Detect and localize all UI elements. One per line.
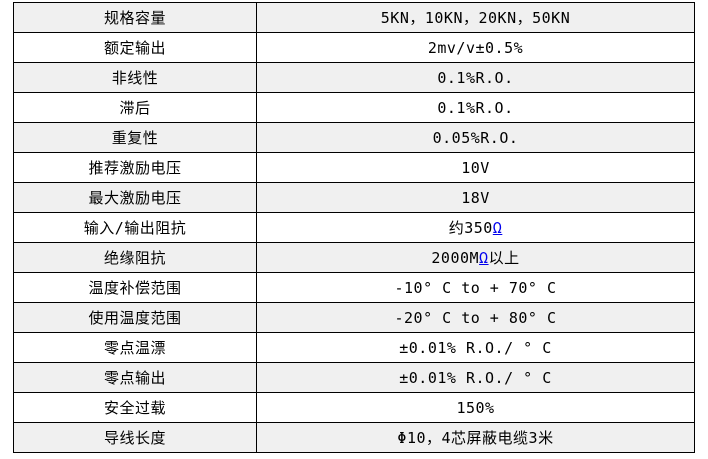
spec-parameter-value: 0.1%R.O. (256, 62, 695, 93)
spec-parameter-value: 150% (256, 392, 695, 423)
spec-parameter-label: 非线性 (13, 62, 257, 93)
ohm-symbol-link[interactable]: Ω (479, 249, 489, 267)
spec-table-body: 规格容量 5KN，10KN，20KN，50KN 额定输出 2mv/v±0.5% 非线性 0… (13, 2, 695, 453)
spec-parameter-value: 约350Ω (256, 212, 695, 243)
table-row: 最大激励电压 18V (13, 182, 695, 213)
spec-parameter-label: 零点温漂 (13, 332, 257, 363)
spec-parameter-label: 温度补偿范围 (13, 272, 257, 303)
spec-parameter-label: 滞后 (13, 92, 257, 123)
ohm-symbol-link[interactable]: Ω (492, 219, 503, 237)
spec-parameter-value: -20° C to + 80° C (256, 302, 695, 333)
table-row: 滞后 0.1%R.O. (13, 92, 695, 123)
spec-parameter-value: ±0.01% R.O./ ° C (256, 362, 695, 393)
spec-value-text: 以上 (488, 249, 520, 267)
table-row: 规格容量 5KN，10KN，20KN，50KN (13, 2, 695, 33)
spec-parameter-value: 0.1%R.O. (256, 92, 695, 123)
spec-parameter-label: 导线长度 (13, 422, 257, 453)
spec-table: 规格容量 5KN，10KN，20KN，50KN 额定输出 2mv/v±0.5% 非线性 0… (13, 2, 695, 453)
table-row: 导线长度 Φ10，4芯屏蔽电缆3米 (13, 422, 695, 453)
table-row: 零点温漂 ±0.01% R.O./ ° C (13, 332, 695, 363)
spec-parameter-value: Φ10，4芯屏蔽电缆3米 (256, 422, 695, 453)
spec-parameter-label: 输入/输出阻抗 (13, 212, 257, 243)
table-row: 温度补偿范围 -10° C to + 70° C (13, 272, 695, 303)
spec-parameter-label: 规格容量 (13, 2, 257, 33)
spec-parameter-label: 绝缘阻抗 (13, 242, 257, 273)
spec-parameter-value: 2mv/v±0.5% (256, 32, 695, 63)
spec-parameter-label: 重复性 (13, 122, 257, 153)
table-row: 安全过载 150% (13, 392, 695, 423)
table-row: 绝缘阻抗 2000MΩ以上 (13, 242, 695, 273)
spec-parameter-label: 推荐激励电压 (13, 152, 257, 183)
spec-parameter-value: -10° C to + 70° C (256, 272, 695, 303)
table-row: 推荐激励电压 10V (13, 152, 695, 183)
table-row: 额定输出 2mv/v±0.5% (13, 32, 695, 63)
table-row: 使用温度范围 -20° C to + 80° C (13, 302, 695, 333)
spec-value-text: 2000M (431, 249, 480, 267)
spec-parameter-value: ±0.01% R.O./ ° C (256, 332, 695, 363)
spec-value-text: 约350 (448, 219, 493, 237)
spec-parameter-label: 使用温度范围 (13, 302, 257, 333)
spec-table-container: 规格容量 5KN，10KN，20KN，50KN 额定输出 2mv/v±0.5% 非线性 0… (13, 2, 695, 453)
spec-parameter-value: 0.05%R.O. (256, 122, 695, 153)
spec-parameter-label: 最大激励电压 (13, 182, 257, 213)
table-row: 重复性 0.05%R.O. (13, 122, 695, 153)
spec-parameter-value: 5KN，10KN，20KN，50KN (256, 2, 695, 33)
table-row: 零点输出 ±0.01% R.O./ ° C (13, 362, 695, 393)
spec-parameter-value: 10V (256, 152, 695, 183)
table-row: 输入/输出阻抗 约350Ω (13, 212, 695, 243)
spec-parameter-label: 额定输出 (13, 32, 257, 63)
spec-parameter-value: 2000MΩ以上 (256, 242, 695, 273)
spec-parameter-label: 零点输出 (13, 362, 257, 393)
spec-parameter-label: 安全过载 (13, 392, 257, 423)
spec-parameter-value: 18V (256, 182, 695, 213)
table-row: 非线性 0.1%R.O. (13, 62, 695, 93)
